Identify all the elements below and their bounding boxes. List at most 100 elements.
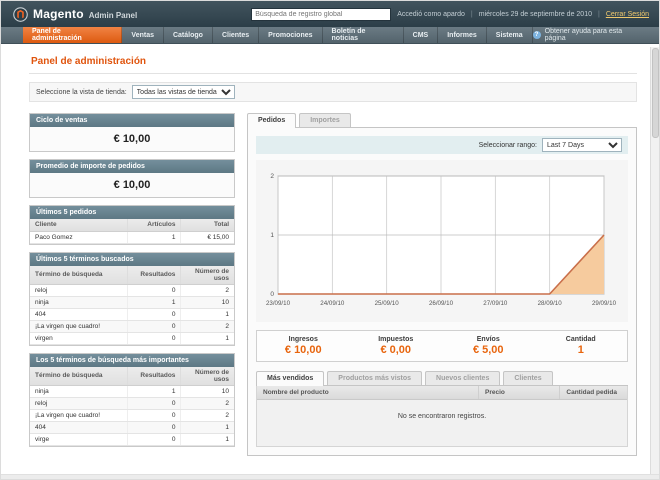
tab-nuevos-clientes[interactable]: Nuevos clientes [425, 371, 501, 385]
table-row[interactable]: ninja 1 10 [30, 385, 234, 398]
column-header[interactable]: Total [180, 219, 234, 232]
scrollbar-thumb[interactable] [651, 48, 659, 138]
nav-item-ventas[interactable]: Ventas [122, 27, 164, 43]
column-header[interactable]: Resultados [127, 265, 182, 285]
table-cell: ninja [30, 296, 129, 309]
left-column: Ciclo de ventas € 10,00 Promedio de impo… [29, 113, 235, 456]
table-row[interactable]: 404 0 1 [30, 421, 234, 434]
table-row[interactable]: ¡La virgen que cuadro! 0 2 [30, 409, 234, 422]
total-value: 1 [577, 344, 584, 356]
x-axis-label: 27/09/10 [483, 300, 508, 307]
total-impuestos: Impuestos € 0,00 [350, 336, 443, 356]
x-axis-label: 26/09/10 [429, 300, 454, 307]
column-header[interactable]: Número de usos [180, 265, 234, 285]
top-search-terms-card: Los 5 términos de búsqueda más important… [29, 352, 235, 447]
table-row[interactable]: virge 0 1 [30, 433, 234, 446]
column-header[interactable]: Artículos [127, 219, 182, 232]
x-axis-label: 23/09/10 [266, 300, 291, 307]
tab-importes[interactable]: Importes [299, 113, 351, 127]
magento-logo[interactable]: Magento Admin Panel [13, 6, 137, 22]
tab-productos-m-s-vistos[interactable]: Productos más vistos [327, 371, 423, 385]
total-value: € 5,00 [472, 344, 504, 356]
store-view-label: Seleccione la vista de tienda: [36, 88, 127, 96]
svg-text:0: 0 [270, 291, 274, 298]
bottom-tabs: Más vendidos Productos más vistos Nuevos c… [256, 371, 628, 386]
table-row[interactable]: 404 0 1 [30, 308, 234, 321]
range-selector-row: Seleccionar rango: Last 7 Days [256, 136, 628, 154]
column-header[interactable]: Término de búsqueda [30, 366, 129, 386]
table-row[interactable]: Paco Gomez 1 € 15,00 [30, 231, 234, 244]
column-header[interactable]: Número de usos [180, 366, 234, 386]
column-header[interactable]: Resultados [127, 366, 182, 386]
column-header[interactable]: Término de búsqueda [30, 265, 129, 285]
lifetime-sales-value: € 10,00 [30, 127, 234, 151]
chart-canvas: 0 1 2 23/09/10 24/09/10 25/09/10 26/09/10 27/09… [266, 173, 617, 307]
store-view-select[interactable]: Todas las vistas de tienda [131, 85, 235, 99]
help-icon: ? [532, 31, 541, 39]
table-cell: 1 [180, 332, 234, 345]
table-cell: ninja [30, 385, 129, 398]
last-orders-card: Últimos 5 pedidos Cliente Artículos Total P… [29, 205, 235, 245]
logout-link[interactable]: Cerrar Sesión [605, 10, 649, 18]
global-search-input[interactable] [251, 7, 392, 21]
nav-item-informes[interactable]: Informes [438, 27, 487, 43]
table-row[interactable]: reloj 0 2 [30, 284, 234, 297]
table-cell: ¡La virgen que cuadro! [30, 409, 129, 422]
separator: | [470, 10, 473, 18]
top-search-terms-table: Término de búsqueda Resultados Número de u… [30, 366, 234, 446]
column-header[interactable]: Cliente [30, 219, 129, 232]
last-search-terms-card: Últimos 5 términos buscados Término de b… [29, 251, 235, 346]
total-value: € 0,00 [380, 344, 412, 356]
total-label: Impuestos [378, 336, 414, 343]
range-label: Seleccionar rango: [478, 141, 537, 149]
table-cell: 0 [127, 409, 182, 422]
table-cell: 0 [127, 320, 182, 333]
total-cantidad: Cantidad 1 [535, 336, 628, 356]
nav-item-sistema[interactable]: Sistema [487, 27, 533, 43]
main-nav: Panel de administración Ventas Catálogo Cli… [1, 27, 659, 44]
grid-column-header[interactable]: Nombre del producto [257, 386, 479, 399]
table-cell: 1 [180, 421, 234, 434]
separator: | [597, 10, 600, 18]
total-label: Envíos [476, 336, 500, 343]
table-cell: 0 [127, 433, 182, 446]
nav-item-clientes[interactable]: Clientes [213, 27, 260, 43]
nav-item-bolet-n-de-noticias[interactable]: Boletín de noticias [323, 27, 404, 43]
card-header: Últimos 5 pedidos [30, 206, 234, 219]
nav-item-promociones[interactable]: Promociones [259, 27, 323, 43]
help-link[interactable]: ? Obtener ayuda para esta página [532, 27, 659, 43]
nav-item-cms[interactable]: CMS [404, 27, 439, 43]
x-axis-label: 28/09/10 [538, 300, 563, 307]
table-row[interactable]: virgen 0 1 [30, 332, 234, 345]
table-row[interactable]: reloj 0 2 [30, 397, 234, 410]
browser-scrollbar[interactable] [650, 47, 659, 479]
card-header: Ciclo de ventas [30, 114, 234, 127]
nav-items: Panel de administración Ventas Catálogo Cli… [23, 27, 533, 43]
total-envíos: Envíos € 5,00 [442, 336, 535, 356]
table-cell: 10 [180, 385, 234, 398]
card-header: Últimos 5 términos buscados [30, 252, 234, 266]
table-cell: Paco Gomez [30, 231, 129, 244]
tab-m-s-vendidos[interactable]: Más vendidos [256, 371, 325, 386]
x-axis-label: 29/09/10 [592, 300, 617, 307]
nav-item-panel-de-administraci-n[interactable]: Panel de administración [23, 27, 123, 43]
grid-column-header[interactable]: Cantidad pedida [566, 389, 617, 396]
current-date: miércoles 29 de septiembre de 2010 [478, 10, 592, 18]
tab-clientes[interactable]: Clientes [503, 371, 553, 385]
help-label: Obtener ayuda para esta página [544, 28, 623, 42]
grid-column-header[interactable]: Precio [479, 386, 561, 399]
nav-item-cat-logo[interactable]: Catálogo [164, 27, 213, 43]
table-row[interactable]: ninja 1 10 [30, 296, 234, 309]
tab-pedidos[interactable]: Pedidos [247, 113, 297, 128]
last-orders-table: Cliente Artículos Total Paco Gomez 1 € 15,00 [30, 219, 234, 244]
card-header: Los 5 términos de búsqueda más important… [30, 353, 234, 367]
table-cell: virgen [30, 332, 129, 345]
store-view-switcher: Seleccione la vista de tienda: Todas las… [29, 82, 637, 102]
svg-text:2: 2 [270, 173, 274, 180]
table-cell: 10 [180, 296, 234, 309]
table-cell: 1 [127, 385, 182, 398]
page-title: Panel de administración [29, 52, 637, 74]
range-select[interactable]: Last 7 Days [542, 138, 622, 152]
table-row[interactable]: ¡La virgen que cuadro! 0 2 [30, 320, 234, 333]
table-cell: 1 [127, 296, 182, 309]
